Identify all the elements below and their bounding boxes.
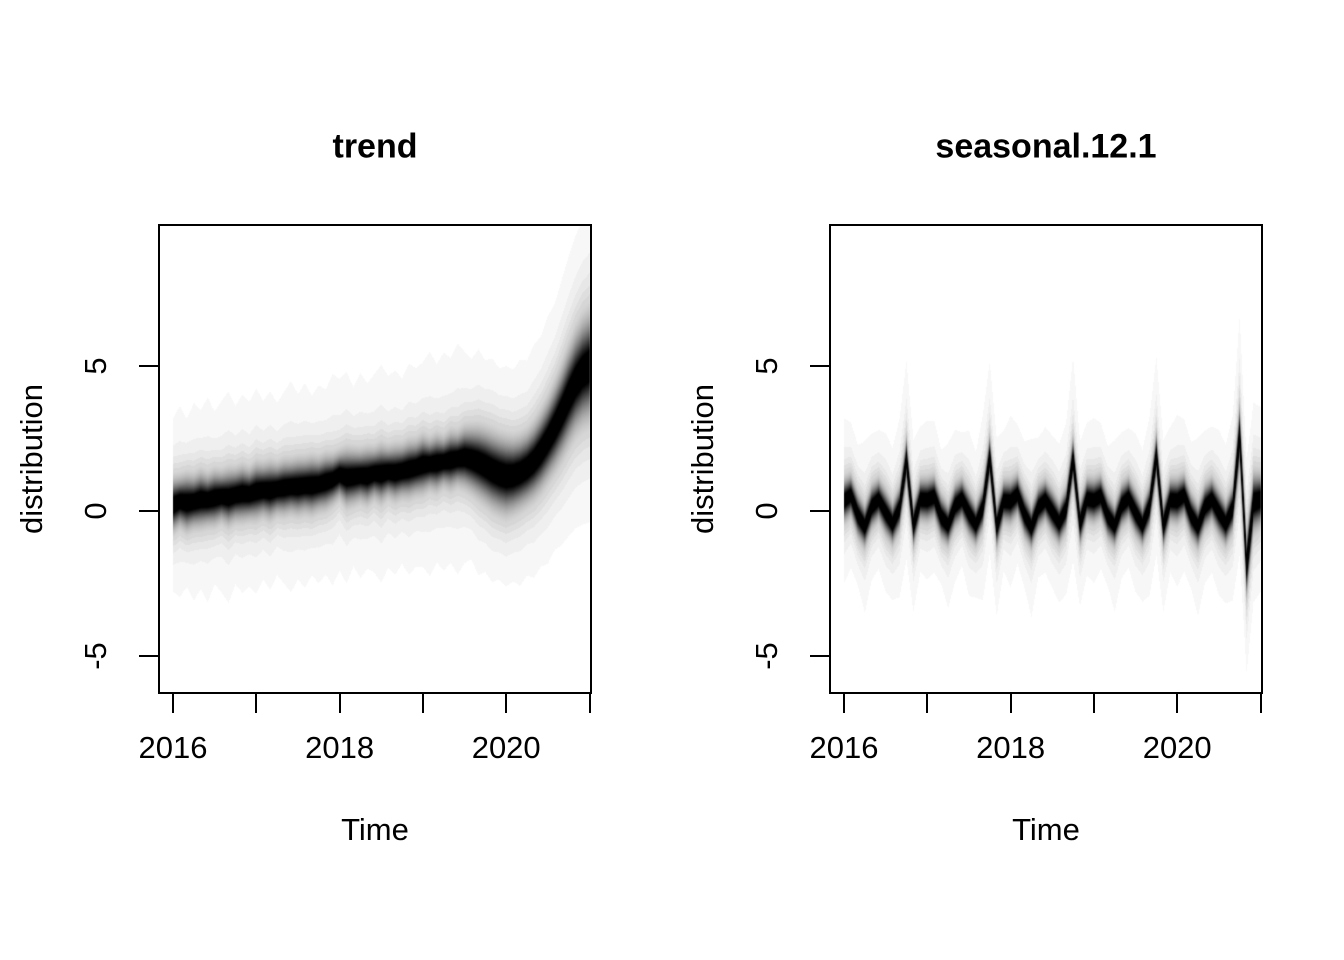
x-tick-mark [171, 694, 174, 713]
x-tick-mark [1092, 694, 1095, 713]
y-axis-title: distribution [14, 384, 49, 534]
y-tick-label: -5 [78, 642, 113, 670]
x-tick-label: 2018 [305, 730, 375, 765]
x-tick-mark [926, 694, 929, 713]
x-tick-mark [842, 694, 845, 713]
x-tick-mark [505, 694, 508, 713]
plot-frame [829, 224, 1263, 694]
panel-trend: trend distribution Time 2016 2018 2020 -5 0 5 [14, 0, 592, 960]
y-tick-label: 5 [78, 357, 113, 375]
x-tick-mark [338, 694, 341, 713]
x-tick-mark [255, 694, 258, 713]
y-tick-mark [139, 655, 158, 658]
x-tick-label: 2018 [976, 730, 1046, 765]
y-tick-label: -5 [749, 642, 784, 670]
x-tick-label: 2016 [809, 730, 879, 765]
x-tick-mark [1009, 694, 1012, 713]
x-axis-title: Time [341, 812, 409, 847]
x-tick-mark [1259, 694, 1262, 713]
y-tick-mark [810, 510, 829, 513]
x-axis-title: Time [1012, 812, 1080, 847]
y-tick-mark [810, 365, 829, 368]
panel-title: seasonal.12.1 [935, 127, 1157, 166]
trend-distribution-canvas [158, 224, 592, 694]
x-tick-label: 2020 [1142, 730, 1212, 765]
plot-frame [158, 224, 592, 694]
y-tick-label: 0 [78, 502, 113, 520]
seasonal-distribution-canvas [829, 224, 1263, 694]
y-tick-label: 0 [749, 502, 784, 520]
y-axis-title: distribution [685, 384, 720, 534]
y-tick-mark [810, 655, 829, 658]
x-tick-mark [588, 694, 591, 713]
y-tick-mark [139, 365, 158, 368]
y-tick-label: 5 [749, 357, 784, 375]
x-tick-label: 2016 [138, 730, 208, 765]
panel-title: trend [332, 127, 418, 166]
x-tick-mark [1176, 694, 1179, 713]
x-tick-label: 2020 [471, 730, 541, 765]
y-tick-mark [139, 510, 158, 513]
panel-seasonal-12-1: seasonal.12.1 distribution Time 2016 2018… [685, 0, 1263, 960]
x-tick-mark [421, 694, 424, 713]
